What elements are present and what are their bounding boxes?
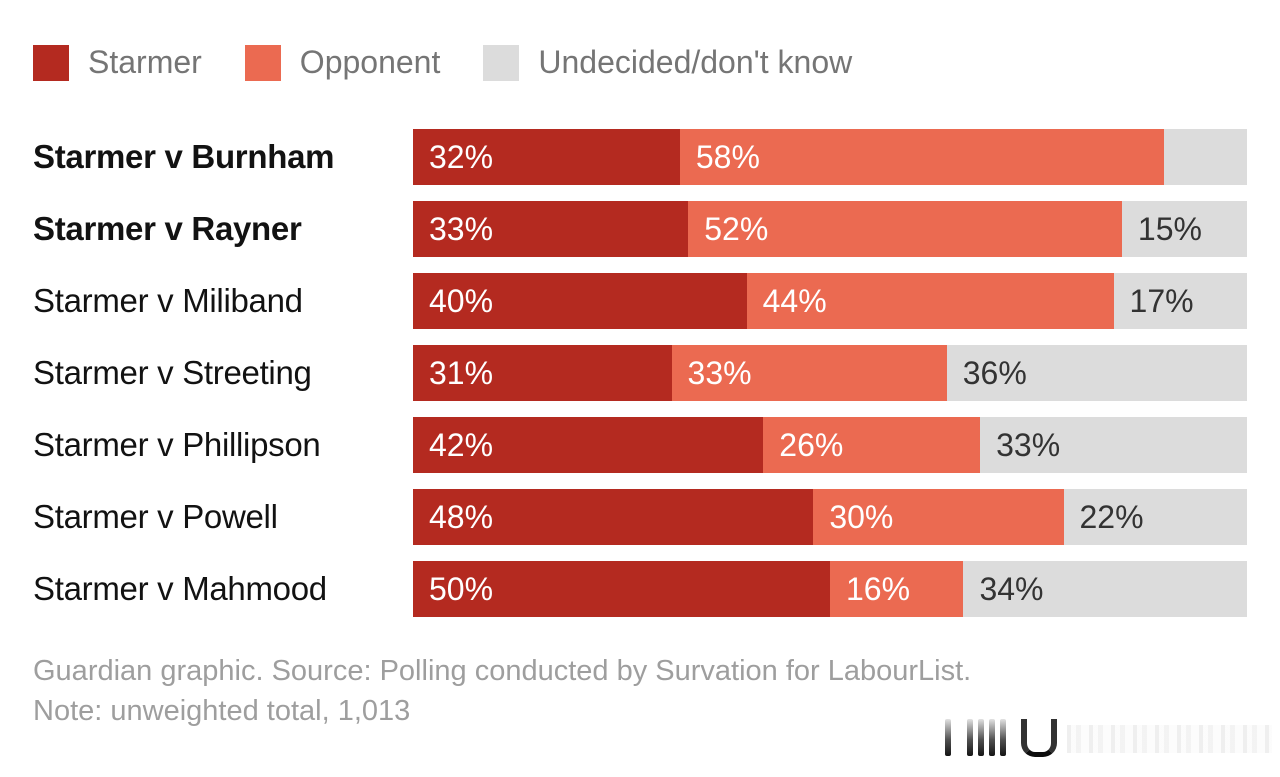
legend-label: Undecided/don't know bbox=[538, 44, 853, 80]
chart-row: Starmer v Miliband 40% 44% 17% bbox=[0, 273, 1247, 329]
bar-segment-undecided: 34% bbox=[963, 561, 1247, 617]
stacked-bar: 33% 52% 15% bbox=[413, 201, 1247, 257]
bar-segment-starmer: 48% bbox=[413, 489, 814, 545]
segment-value-label: 58% bbox=[695, 138, 760, 175]
bar-segment-starmer: 40% bbox=[413, 273, 747, 329]
row-label: Starmer v Rayner bbox=[33, 210, 302, 247]
bar-segment-starmer: 33% bbox=[413, 201, 689, 257]
chart-row: Starmer v Rayner 33% 52% 15% bbox=[0, 201, 1247, 257]
row-label: Starmer v Powell bbox=[33, 498, 278, 535]
bar-segment-starmer: 50% bbox=[413, 561, 830, 617]
stacked-bar-chart: Starmer v Burnham 32% 58% Starmer v Rayner 3… bbox=[0, 129, 1247, 633]
stacked-bar: 40% 44% 17% bbox=[413, 273, 1247, 329]
legend-swatch-opponent bbox=[244, 44, 281, 81]
stacked-bar: 31% 33% 36% bbox=[413, 345, 1247, 401]
legend-swatch-starmer bbox=[33, 44, 69, 81]
row-label: Starmer v Miliband bbox=[33, 282, 303, 319]
bar-segment-undecided bbox=[1163, 129, 1247, 185]
row-label: Starmer v Burnham bbox=[33, 138, 335, 175]
segment-value-label: 33% bbox=[429, 210, 494, 247]
segment-value-label: 32% bbox=[429, 138, 494, 175]
segment-value-label: 44% bbox=[762, 282, 827, 319]
segment-value-label: 36% bbox=[962, 354, 1027, 391]
bar-segment-opponent: 30% bbox=[813, 489, 1064, 545]
legend-label: Opponent bbox=[299, 44, 441, 80]
legend-item-undecided: Undecided/don't know bbox=[483, 44, 852, 81]
segment-value-label: 22% bbox=[1079, 498, 1144, 535]
row-label: Starmer v Phillipson bbox=[33, 426, 321, 463]
chart-row: Starmer v Streeting 31% 33% 36% bbox=[0, 345, 1247, 401]
bar-segment-opponent: 33% bbox=[671, 345, 947, 401]
stacked-bar: 50% 16% 34% bbox=[413, 561, 1247, 617]
segment-value-label: 52% bbox=[704, 210, 769, 247]
legend-item-opponent: Opponent bbox=[244, 44, 441, 81]
bar-segment-opponent: 44% bbox=[746, 273, 1114, 329]
watermark-stroke bbox=[989, 719, 995, 756]
row-label: Starmer v Streeting bbox=[33, 354, 312, 391]
segment-value-label: 26% bbox=[779, 426, 844, 463]
segment-value-label: 33% bbox=[996, 426, 1061, 463]
segment-value-label: 30% bbox=[829, 498, 894, 535]
watermark-ghost-text bbox=[1067, 725, 1272, 753]
chart-row: Starmer v Burnham 32% 58% bbox=[0, 129, 1247, 185]
chart-row: Starmer v Mahmood 50% 16% 34% bbox=[0, 561, 1247, 617]
legend-swatch-undecided bbox=[483, 44, 520, 81]
segment-value-label: 40% bbox=[429, 282, 494, 319]
bar-segment-undecided: 36% bbox=[946, 345, 1247, 401]
segment-value-label: 48% bbox=[429, 498, 494, 535]
segment-value-label: 15% bbox=[1137, 210, 1202, 247]
chart-row: Starmer v Phillipson 42% 26% 33% bbox=[0, 417, 1247, 473]
watermark-u-glyph bbox=[1021, 719, 1057, 757]
chart-row: Starmer v Powell 48% 30% 22% bbox=[0, 489, 1247, 545]
bar-segment-starmer: 42% bbox=[413, 417, 764, 473]
bar-segment-starmer: 32% bbox=[413, 129, 680, 185]
source-line: Guardian graphic. Source: Polling conduc… bbox=[33, 655, 972, 687]
stacked-bar: 32% 58% bbox=[413, 129, 1247, 185]
watermark-artifact bbox=[945, 717, 1275, 762]
legend-item-starmer: Starmer bbox=[33, 44, 202, 81]
segment-value-label: 17% bbox=[1129, 282, 1194, 319]
segment-value-label: 16% bbox=[846, 570, 911, 607]
row-label: Starmer v Mahmood bbox=[33, 570, 327, 607]
bar-segment-opponent: 16% bbox=[830, 561, 964, 617]
segment-value-label: 34% bbox=[979, 570, 1044, 607]
bar-segment-undecided: 17% bbox=[1113, 273, 1247, 329]
watermark-stroke bbox=[978, 719, 984, 756]
bar-segment-undecided: 33% bbox=[980, 417, 1247, 473]
segment-value-label: 33% bbox=[687, 354, 752, 391]
bar-segment-opponent: 58% bbox=[679, 129, 1164, 185]
segment-value-label: 31% bbox=[429, 354, 494, 391]
source-note: Guardian graphic. Source: Polling conduc… bbox=[33, 651, 971, 731]
bar-segment-undecided: 15% bbox=[1121, 201, 1247, 257]
segment-value-label: 42% bbox=[429, 426, 494, 463]
legend: Starmer Opponent Undecided/don't know bbox=[33, 44, 895, 81]
watermark-stroke bbox=[1000, 719, 1006, 756]
legend-label: Starmer bbox=[88, 44, 202, 80]
bar-segment-starmer: 31% bbox=[413, 345, 672, 401]
stacked-bar: 42% 26% 33% bbox=[413, 417, 1247, 473]
bar-segment-undecided: 22% bbox=[1063, 489, 1247, 545]
segment-value-label: 50% bbox=[429, 570, 494, 607]
note-line: Note: unweighted total, 1,013 bbox=[33, 695, 411, 727]
stacked-bar: 48% 30% 22% bbox=[413, 489, 1247, 545]
bar-segment-opponent: 26% bbox=[763, 417, 981, 473]
bar-segment-opponent: 52% bbox=[688, 201, 1122, 257]
